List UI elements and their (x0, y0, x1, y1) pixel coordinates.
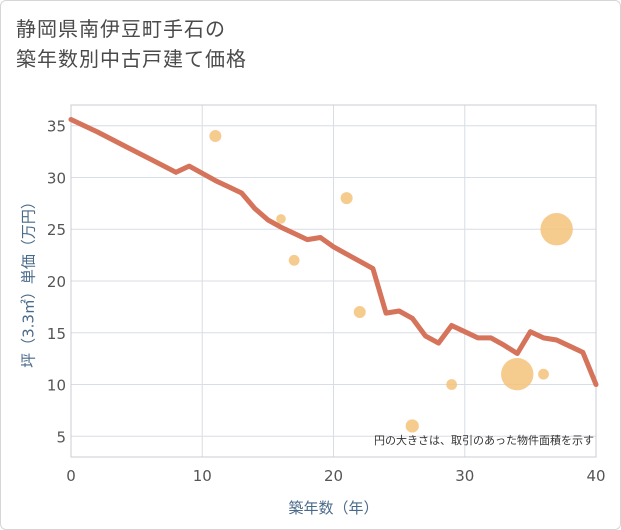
bubble-3 (340, 192, 353, 205)
size-annotation: 円の大きさは、取引のあった物件面積を示す (374, 433, 594, 447)
bubble-8 (538, 368, 549, 380)
chart-title-line-1: 静岡県南伊豆町手石の (16, 17, 226, 41)
y-tick-label-3: 20 (47, 273, 66, 291)
y-tick-label-6: 35 (47, 118, 66, 136)
trend-line (68, 117, 599, 387)
chart-title: 静岡県南伊豆町手石の 築年数別中古戸建て価格 (16, 14, 247, 74)
bubble-1 (276, 214, 286, 224)
chart-title-line-2: 築年数別中古戸建て価格 (16, 47, 247, 71)
x-tick-label-2: 20 (324, 467, 343, 485)
y-axis-label: 坪（3.3㎡）単価（万円） (20, 194, 38, 368)
x-tick-label-1: 10 (193, 467, 212, 485)
x-tick-label-3: 30 (455, 467, 474, 485)
y-tick-label-0: 5 (56, 428, 66, 446)
y-tick-label-1: 10 (47, 377, 66, 395)
y-tick-label-4: 25 (47, 221, 66, 239)
bubble-4 (353, 306, 366, 319)
y-tick-label-5: 30 (47, 169, 66, 187)
y-axis-ticks: 5 10 15 20 25 30 35 (47, 118, 66, 447)
bubble-2 (288, 254, 300, 266)
bubble-7 (501, 357, 534, 391)
bubble-0 (209, 130, 222, 143)
bubble-5 (405, 419, 419, 433)
x-tick-label-0: 0 (66, 467, 76, 485)
x-tick-label-4: 40 (586, 467, 605, 485)
bubble-6 (446, 379, 458, 390)
y-tick-label-2: 15 (47, 325, 66, 343)
bubble-9 (540, 213, 573, 246)
x-axis-label: 築年数（年） (288, 499, 378, 517)
x-axis-ticks: 0 10 20 30 40 (66, 467, 605, 485)
trend-line-layer (68, 117, 599, 387)
bubble-layer (209, 130, 573, 433)
plot-area-border (70, 104, 597, 458)
